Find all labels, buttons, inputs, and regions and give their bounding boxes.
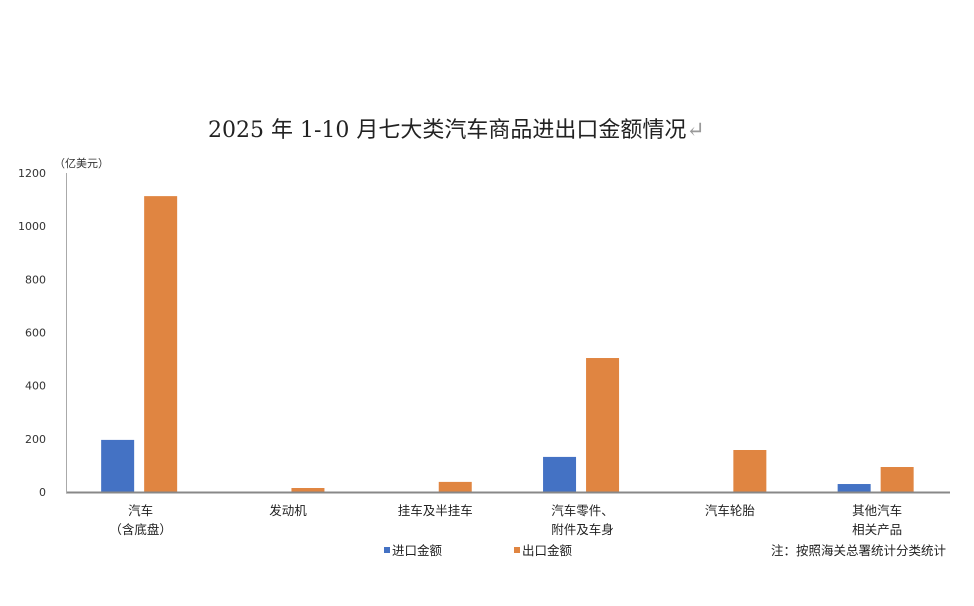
legend: 进口金额 出口金额: [384, 543, 573, 558]
y-tick-label: 1200: [18, 167, 46, 180]
x-tick-label: 相关产品: [852, 522, 902, 537]
x-tick-label: 附件及车身: [551, 522, 614, 537]
legend-swatch-import: [384, 547, 390, 553]
x-tick-label: 挂车及半挂车: [398, 503, 473, 518]
x-tick-label: 汽车零件、: [551, 503, 614, 518]
legend-swatch-export: [514, 547, 520, 553]
x-tick-label: （含底盘）: [109, 522, 172, 537]
x-tick-label: 其他汽车: [852, 503, 902, 518]
bar-export-1: [291, 488, 325, 492]
bar-import-5: [837, 484, 871, 492]
y-tick-label: 600: [25, 327, 46, 340]
x-tick-label: 汽车: [128, 503, 153, 518]
legend-label-export: 出口金额: [522, 543, 573, 558]
bar-export-2: [438, 481, 472, 492]
y-tick-label: 0: [39, 486, 46, 499]
bar-import-0: [101, 439, 135, 492]
bar-import-3: [543, 456, 577, 492]
x-tick-label: 发动机: [269, 503, 307, 518]
x-tick-label: 汽车轮胎: [705, 503, 756, 518]
y-tick-label: 1000: [18, 220, 46, 233]
chart-note: 注：按照海关总署统计分类统计: [771, 543, 946, 558]
legend-label-import: 进口金额: [392, 543, 443, 558]
bar-export-3: [586, 358, 620, 492]
bar-export-4: [733, 449, 767, 492]
y-tick-label: 200: [25, 433, 46, 446]
bar-export-0: [144, 196, 178, 492]
y-tick-label: 800: [25, 273, 46, 286]
y-tick-label: 400: [25, 380, 46, 393]
bar-export-5: [880, 467, 914, 492]
chart-title: 2025 年 1-10 月七大类汽车商品进出口金额情况↵: [208, 118, 705, 143]
y-axis-label: （亿美元）: [54, 157, 109, 170]
